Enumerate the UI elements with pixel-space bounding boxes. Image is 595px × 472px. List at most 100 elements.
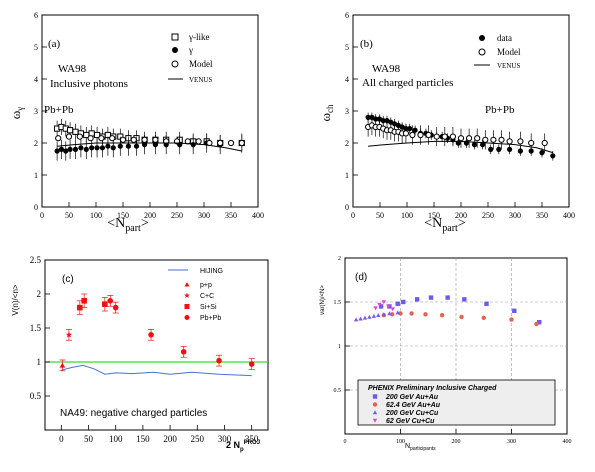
legend-label: 62.4 GeV Au+Au xyxy=(386,402,441,409)
data-point xyxy=(481,315,486,321)
annotation: WA98 xyxy=(58,63,87,75)
y-tick-label: 1 xyxy=(338,344,341,350)
data-point xyxy=(539,150,545,156)
data-point xyxy=(76,133,83,140)
data-point xyxy=(65,331,73,338)
data-point xyxy=(190,142,196,148)
x-tick-label: 300 xyxy=(218,434,232,444)
data-point xyxy=(466,135,473,142)
x-tick-label: 250 xyxy=(482,211,494,220)
series xyxy=(59,359,66,372)
x-axis-label: 2 NpPROJ xyxy=(226,440,260,453)
legend-marker xyxy=(172,47,178,53)
data-point xyxy=(506,138,513,145)
data-point xyxy=(117,143,123,149)
legend-label: C+C xyxy=(200,293,214,300)
data-point xyxy=(78,145,84,151)
y-tick-label: 0.5 xyxy=(334,388,342,394)
data-point xyxy=(484,301,489,306)
data-point xyxy=(248,361,255,367)
data-point xyxy=(474,135,481,142)
data-point xyxy=(409,311,414,316)
data-point xyxy=(409,131,416,139)
x-tick-label: 50 xyxy=(376,211,384,220)
legend-label: γ xyxy=(188,45,193,55)
data-point xyxy=(387,311,392,316)
panel-label: (a) xyxy=(48,38,61,50)
data-point xyxy=(83,146,89,152)
series xyxy=(373,300,395,312)
x-tick-label: 100 xyxy=(109,434,123,444)
series xyxy=(55,133,245,147)
x-axis-label-sup: PROJ xyxy=(244,440,260,446)
y-axis-label: V(n)/<n> xyxy=(11,284,20,315)
x-tick-label: 100 xyxy=(396,439,405,445)
series xyxy=(61,364,252,377)
data-point xyxy=(378,304,384,309)
y-tick-label: 3 xyxy=(34,107,38,116)
data-point xyxy=(496,146,502,152)
data-point xyxy=(195,138,202,145)
data-point xyxy=(238,139,245,147)
series xyxy=(65,329,73,341)
x-tick-label: 50 xyxy=(65,211,73,220)
y-tick-label: 1.5 xyxy=(30,323,42,333)
x-axis-label-sub: part xyxy=(125,223,141,234)
y-tick-label: 1 xyxy=(34,171,38,180)
data-point xyxy=(66,127,74,134)
plot-frame xyxy=(41,14,259,208)
series xyxy=(76,293,108,315)
y-tick-label: 0 xyxy=(34,203,38,212)
data-point xyxy=(376,313,381,317)
data-point xyxy=(148,332,154,338)
x-tick-label: 200 xyxy=(455,211,467,220)
data-point xyxy=(217,139,224,147)
series xyxy=(353,310,400,322)
series xyxy=(54,133,245,161)
x-axis-label-close: > xyxy=(458,216,466,231)
data-point xyxy=(517,138,524,145)
legend-label: data xyxy=(497,33,512,43)
legend-label: Model xyxy=(497,47,521,57)
data-point xyxy=(550,153,556,159)
legend-label: VENUS xyxy=(497,62,520,70)
data-point xyxy=(216,357,222,364)
data-point xyxy=(81,298,87,304)
data-point xyxy=(87,135,94,142)
series-line xyxy=(368,140,553,154)
data-point xyxy=(423,312,428,317)
data-point xyxy=(417,131,424,139)
data-point xyxy=(428,295,434,300)
x-tick-label: 50 xyxy=(84,434,94,444)
data-point xyxy=(65,133,73,140)
data-point xyxy=(77,304,83,311)
data-point xyxy=(55,135,62,142)
data-point xyxy=(425,131,432,139)
legend-title: PHENIX Preliminary Inclusive Charged xyxy=(368,385,497,392)
data-point xyxy=(537,320,542,325)
x-axis-label: Nparticipants xyxy=(405,443,436,452)
data-point xyxy=(105,143,111,149)
y-tick-label: 6 xyxy=(34,11,38,20)
data-point xyxy=(402,130,410,137)
y-tick-label: 1 xyxy=(37,357,42,367)
x-tick-label: 200 xyxy=(452,439,461,445)
data-point xyxy=(534,321,539,327)
y-tick-label: 2 xyxy=(338,256,341,262)
data-point xyxy=(72,128,79,135)
y-tick-label: 1.5 xyxy=(334,300,342,306)
data-point xyxy=(449,133,456,140)
data-point xyxy=(512,308,517,313)
data-point xyxy=(445,295,450,300)
y-tick-label: 0.5 xyxy=(30,391,42,401)
data-point xyxy=(471,142,478,148)
x-tick-label: 400 xyxy=(252,211,264,220)
data-point xyxy=(509,317,514,322)
legend-marker xyxy=(184,282,190,287)
data-point xyxy=(367,314,372,319)
panel-label: (b) xyxy=(360,38,373,50)
x-tick-label: 100 xyxy=(401,211,413,220)
legend-marker xyxy=(184,315,190,320)
data-point xyxy=(112,304,119,311)
